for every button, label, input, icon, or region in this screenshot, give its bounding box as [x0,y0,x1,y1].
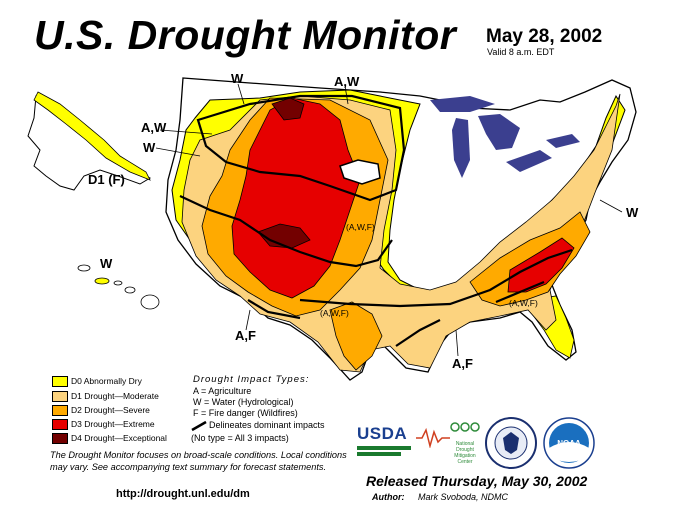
ndmc-leaf-icon [450,422,480,432]
west-d3 [231,97,361,299]
impact-types-title: Drought Impact Types: [193,374,310,385]
legend-label-d4: D4 Drought—Exceptional [71,433,167,443]
legend-swatch-d0 [52,375,68,387]
dakota-no-drought [339,159,381,185]
legend-swatch-d1 [52,390,68,402]
texas-d2 [329,301,383,371]
legend-item-d2: D2 Drought—Severe [52,404,150,416]
label-af-gulf: A,F [452,356,473,371]
great-lakes [430,96,580,178]
legend-item-d4: D4 Drought—Exceptional [52,432,167,444]
source-url[interactable]: http://drought.unl.edu/dm [116,488,250,500]
legend-label-d2: D2 Drought—Severe [71,405,150,415]
ndmc-wave-icon [416,427,450,448]
label-w-hawaii: W [100,256,113,271]
label-leader-lines [155,83,623,357]
ndmc-line-4: Center [457,459,473,465]
legend-label-d3: D3 Drought—Extreme [71,419,155,429]
noaa-logo-text: NOAA [557,439,581,448]
label-w-oregon: W [143,140,156,155]
usda-stripe-1 [357,446,411,450]
impact-line-fire: F = Fire danger (Wildfires) [193,408,298,418]
usda-stripe-2 [357,452,401,456]
legend-swatch-d2 [52,404,68,416]
no-type-note: (No type = All 3 impacts) [191,433,289,443]
label-w-east: W [626,205,639,220]
colorado-d4 [257,223,311,249]
noaa-logo-icon: NOAA [543,417,595,469]
hawaii-islands [77,264,160,310]
usda-logo-text: USDA [357,424,408,443]
ndmc-line-2: Drought [456,447,474,453]
legend-label-d1: D1 Drought—Moderate [71,391,159,401]
label-alaska-d1f: D1 (F) [88,172,125,187]
usda-logo: USDA [357,424,411,462]
ndmc-line-3: Mitigation [454,453,476,459]
valid-time: Valid 8 a.m. EDT [487,47,555,57]
label-awf-southeast: (A,W,F) [509,298,538,308]
ndmc-logo: National Drought Mitigation Center [447,418,483,468]
release-date: Released Thursday, May 30, 2002 [366,473,588,489]
label-af-southwest: A,F [235,328,256,343]
map-date: May 28, 2002 [486,26,603,47]
legend-label-d0: D0 Abnormally Dry [71,376,142,386]
legend-swatch-d4 [52,432,68,444]
ndmc-line-1: National [455,441,475,447]
author-label: Author: [372,492,405,502]
delineates-line-icon [191,420,207,432]
label-w-northwest: W [231,71,244,86]
commerce-seal-icon [485,417,537,469]
label-aw-washington: A,W [141,120,167,135]
legend-item-d0: D0 Abnormally Dry [52,375,142,387]
legend-item-d3: D3 Drought—Extreme [52,418,155,430]
label-awf-colorado: (A,W,F) [346,222,375,232]
impact-line-water: W = Water (Hydrological) [193,397,294,407]
label-awf-texas: (A,W,F) [320,308,349,318]
author-name: Mark Svoboda, NDMC [418,492,509,502]
label-aw-north: A,W [334,74,360,89]
legend-swatch-d3 [52,418,68,430]
impact-line-agriculture: A = Agriculture [193,386,252,396]
delineates-text: Delineates dominant impacts [209,420,325,430]
disclaimer-note: The Drought Monitor focuses on broad-sca… [50,450,347,472]
impact-boundaries [179,94,573,347]
southeast-d3 [507,237,575,293]
legend-item-d1: D1 Drought—Moderate [52,390,159,402]
page-title: U.S. Drought Monitor [34,12,457,58]
alaska-d0 [33,91,151,181]
